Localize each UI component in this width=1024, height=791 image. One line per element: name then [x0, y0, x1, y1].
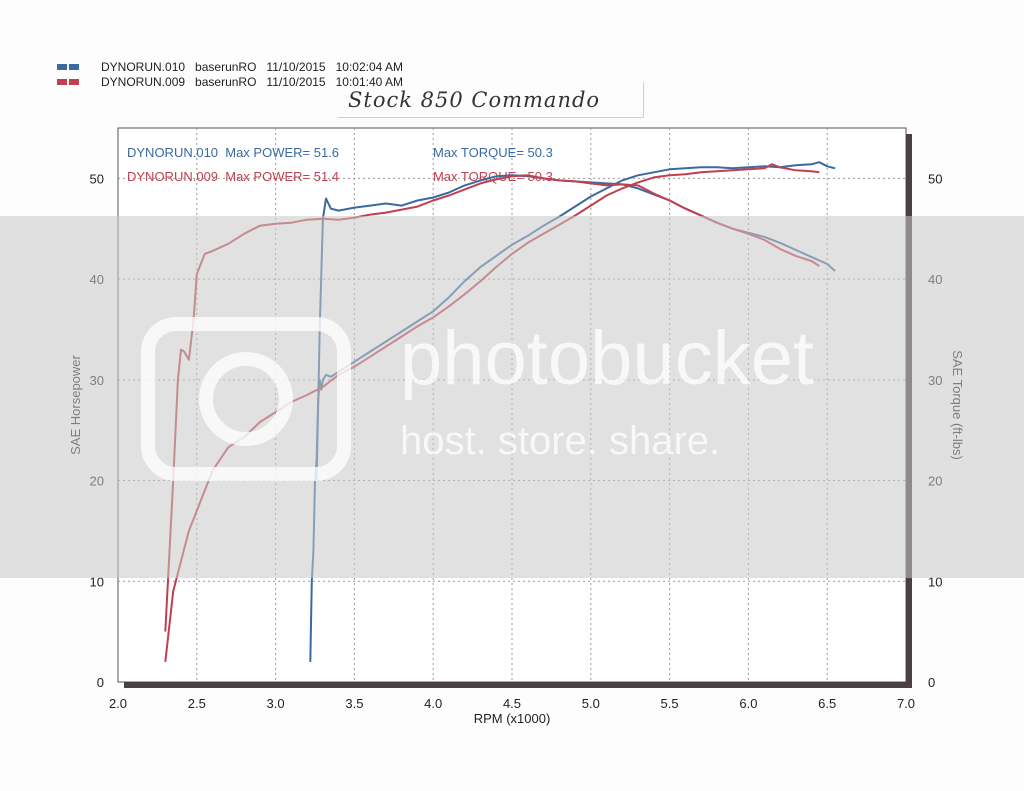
- y-axis-title-right: SAE Torque (ft-lbs): [950, 350, 965, 460]
- legend-entry-dynorun-010: DYNORUN.010 baserunRO 11/10/2015 10:02:04 A…: [57, 46, 413, 88]
- y-tick-label-right: 50: [928, 171, 942, 186]
- y-tick-label-right: 30: [928, 373, 942, 388]
- y-tick-label-right: 20: [928, 474, 942, 489]
- y-tick-label-right: 10: [928, 574, 942, 589]
- legend-run: baserunRO: [195, 60, 257, 74]
- x-tick-label: 6.0: [739, 696, 757, 711]
- annotation-run010-max-torque: Max TORQUE= 50.3: [433, 145, 553, 160]
- y-tick-label-left: 50: [90, 171, 104, 186]
- y-tick-label-left: 0: [97, 675, 104, 690]
- legend-run: baserunRO: [195, 75, 257, 89]
- x-tick-label: 3.0: [267, 696, 285, 711]
- x-tick-label: 5.5: [661, 696, 679, 711]
- y-tick-label-left: 20: [90, 474, 104, 489]
- x-tick-label: 3.5: [345, 696, 363, 711]
- x-tick-label: 4.0: [424, 696, 442, 711]
- handwritten-note: Stock 850 Commando: [338, 82, 644, 118]
- x-tick-label: 7.0: [897, 696, 915, 711]
- x-tick-label: 5.0: [582, 696, 600, 711]
- x-tick-label: 6.5: [818, 696, 836, 711]
- y-tick-label-left: 30: [90, 373, 104, 388]
- x-tick-label: 4.5: [503, 696, 521, 711]
- y-tick-label-left: 10: [90, 574, 104, 589]
- y-tick-label-left: 40: [90, 272, 104, 287]
- legend-swatch: [69, 64, 79, 70]
- legend-swatch: [57, 64, 67, 70]
- annotation-run010-max-power: DYNORUN.010 Max POWER= 51.6: [127, 145, 339, 160]
- legend-date: 11/10/2015: [266, 60, 326, 74]
- legend-swatch: [57, 79, 67, 85]
- y-axis-title-left: SAE Horsepower: [68, 354, 83, 454]
- plot-shadow-bottom: [124, 682, 912, 688]
- x-tick-label: 2.0: [109, 696, 127, 711]
- legend-date: 11/10/2015: [266, 75, 326, 89]
- legend-file: DYNORUN.009: [101, 75, 186, 89]
- legend-time: 10:01:40 AM: [335, 75, 403, 89]
- legend-entry-dynorun-009: DYNORUN.009 baserunRO 11/10/2015 10:01:40 A…: [57, 61, 413, 103]
- plot-shadow-right: [906, 134, 912, 688]
- annotation-run009-max-power: DYNORUN.009 Max POWER= 51.4: [127, 169, 339, 184]
- legend-swatch: [69, 79, 79, 85]
- legend-file: DYNORUN.010: [101, 60, 186, 74]
- x-axis-title: RPM (x1000): [474, 711, 551, 726]
- y-tick-label-right: 0: [928, 675, 935, 690]
- legend-time: 10:02:04 AM: [335, 60, 403, 74]
- y-tick-label-right: 40: [928, 272, 942, 287]
- x-tick-label: 2.5: [188, 696, 206, 711]
